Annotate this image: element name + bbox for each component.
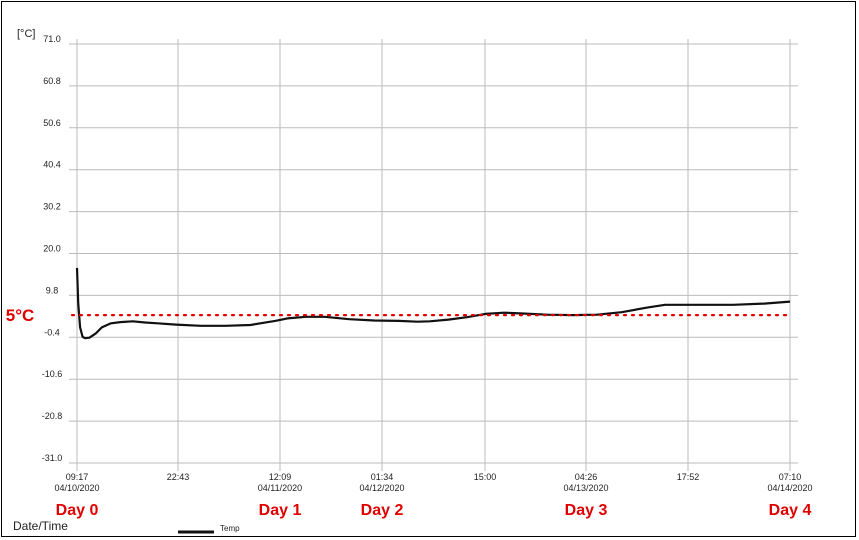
- x-tick-time: 07:10: [779, 472, 802, 482]
- x-tick-date: 04/11/2020: [258, 483, 302, 493]
- y-tick-label: -10.6: [42, 369, 63, 379]
- y-tick-label: 71.0: [43, 34, 61, 44]
- day-label: Day 2: [361, 502, 404, 519]
- x-tick-time: 04:26: [575, 472, 598, 482]
- x-tick-time: 17:52: [677, 472, 700, 482]
- day-label: Day 0: [56, 502, 99, 519]
- x-axis-title: Date/Time: [13, 519, 68, 533]
- y-axis-ticks: 71.0 60.8 50.6 40.4 30.2 20.0 9.8 -0.4 -10.6 -20.…: [42, 34, 63, 463]
- x-tick-time: 09:17: [66, 472, 89, 482]
- y-tick-label: 20.0: [43, 244, 61, 254]
- grid: [69, 39, 798, 471]
- day-label: Day 4: [769, 502, 812, 519]
- legend: Temp: [178, 524, 240, 534]
- x-tick-date: 04/13/2020: [563, 483, 608, 493]
- reference-layer: 5°C: [6, 306, 792, 325]
- day-labels: Day 0 Day 1 Day 2 Day 3 Day 4: [56, 502, 812, 519]
- y-tick-label: -20.8: [42, 411, 63, 421]
- day-label: Day 3: [565, 502, 608, 519]
- reference-line-label: 5°C: [6, 306, 35, 325]
- y-tick-label: 30.2: [43, 202, 61, 212]
- y-tick-label: 40.4: [43, 160, 61, 170]
- series-line-temp: [75, 267, 791, 340]
- y-tick-label: 50.6: [43, 118, 61, 128]
- x-tick-time: 15:00: [474, 472, 497, 482]
- series-layer: [75, 267, 791, 340]
- y-tick-label: 60.8: [43, 76, 61, 86]
- x-tick-date: 04/12/2020: [359, 483, 404, 493]
- day-label: Day 1: [259, 502, 302, 519]
- y-tick-label: 9.8: [46, 285, 59, 295]
- x-tick-time: 01:34: [371, 472, 394, 482]
- x-tick-time: 12:09: [269, 472, 292, 482]
- x-tick-date: 04/14/2020: [767, 483, 812, 493]
- y-axis-unit: [°C]: [17, 28, 35, 40]
- y-tick-label: -0.4: [44, 327, 60, 337]
- x-tick-time: 22:43: [167, 472, 190, 482]
- x-tick-date: 04/10/2020: [54, 483, 99, 493]
- y-tick-label: -31.0: [42, 453, 63, 463]
- legend-label-temp: Temp: [220, 524, 240, 533]
